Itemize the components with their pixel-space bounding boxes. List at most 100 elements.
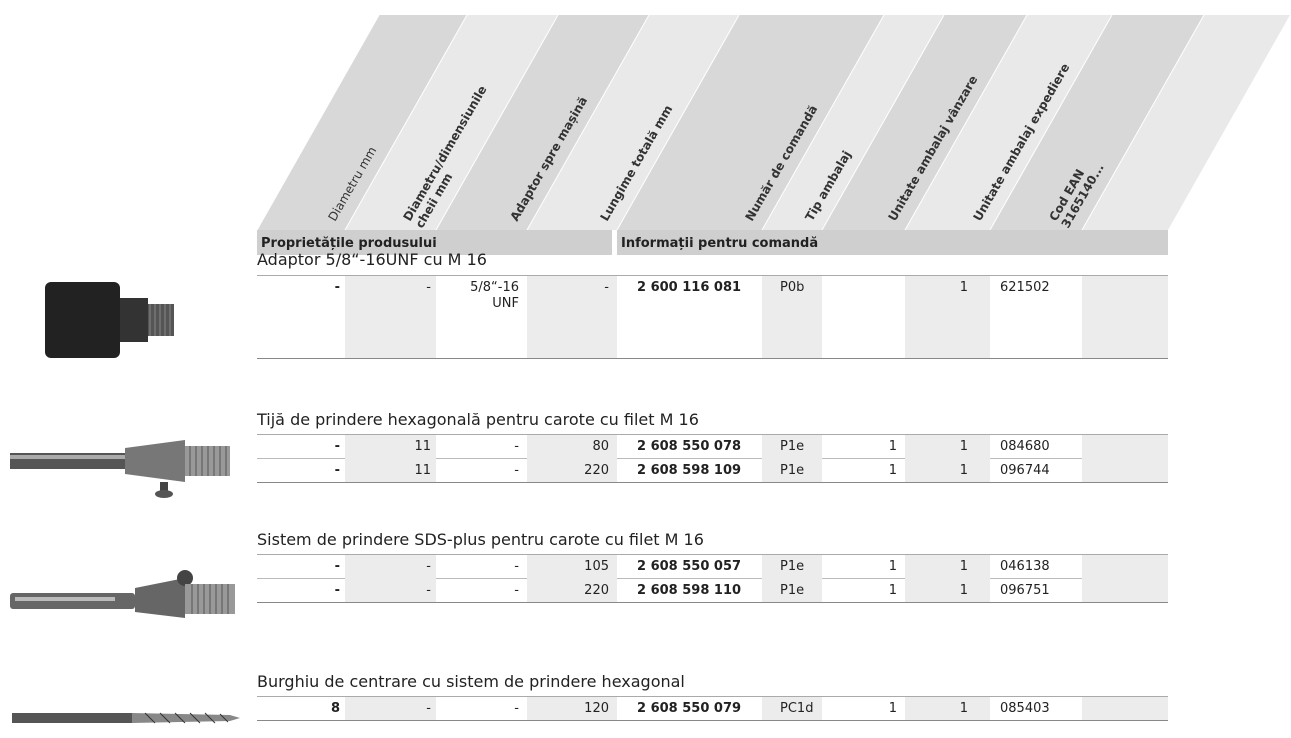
cell: 1 bbox=[959, 583, 968, 598]
header-strip bbox=[345, 15, 558, 230]
cell: 2 608 598 109 bbox=[637, 463, 742, 478]
cell: 046138 bbox=[1000, 559, 1050, 574]
cell: - bbox=[426, 559, 431, 574]
cell: - bbox=[514, 701, 519, 716]
cell: 2 608 550 078 bbox=[637, 439, 742, 454]
product-images bbox=[10, 282, 240, 724]
cell-bg bbox=[762, 275, 822, 358]
cell: - bbox=[514, 463, 519, 478]
header-divider bbox=[761, 14, 885, 231]
cell: P1e bbox=[780, 463, 805, 478]
cell: 1 bbox=[888, 583, 897, 598]
header-divider bbox=[526, 14, 650, 231]
cell-bg bbox=[345, 275, 436, 358]
cell: 1 bbox=[888, 559, 897, 574]
row-top-line bbox=[257, 554, 1168, 555]
header-divider bbox=[256, 14, 380, 231]
cell: - bbox=[426, 280, 431, 295]
cell: 2 600 116 081 bbox=[637, 280, 742, 295]
cell-bg bbox=[527, 696, 617, 720]
cell-bg bbox=[1082, 434, 1168, 458]
cell: PC1d bbox=[780, 701, 814, 716]
cell-bg bbox=[527, 554, 617, 578]
cell: 220 bbox=[584, 463, 609, 478]
cell: 220 bbox=[584, 583, 609, 598]
adaptor-image bbox=[45, 282, 174, 358]
cell bbox=[822, 275, 905, 358]
cell: 80 bbox=[592, 439, 609, 454]
group-title: Sistem de prindere SDS-plus pentru carot… bbox=[257, 530, 704, 549]
drill-image bbox=[12, 712, 240, 724]
header-divider bbox=[1081, 14, 1205, 231]
cell-bg bbox=[762, 578, 822, 602]
header-divider bbox=[904, 14, 1028, 231]
cell-bg bbox=[1082, 458, 1168, 482]
cell-bg bbox=[1082, 696, 1168, 720]
row-top-line bbox=[257, 275, 1168, 276]
cell: 2 608 550 079 bbox=[637, 701, 742, 716]
cell: - bbox=[604, 280, 609, 295]
group-bottom-line bbox=[257, 720, 1168, 721]
cell: - bbox=[334, 463, 340, 478]
cell-bg bbox=[905, 554, 990, 578]
cell: P1e bbox=[780, 439, 805, 454]
cell: 1 bbox=[888, 463, 897, 478]
section-header: Informații pentru comandă bbox=[617, 230, 1168, 255]
row-line bbox=[257, 458, 1168, 459]
group-title: Tijă de prindere hexagonală pentru carot… bbox=[257, 410, 699, 429]
cell: 105 bbox=[584, 559, 609, 574]
cell: - bbox=[514, 559, 519, 574]
cell: - bbox=[514, 439, 519, 454]
cell: P1e bbox=[780, 559, 805, 574]
row-line bbox=[257, 578, 1168, 579]
header-strip bbox=[822, 15, 1027, 230]
header-strip bbox=[1082, 15, 1290, 230]
cell: 1 bbox=[959, 559, 968, 574]
cell: 2 608 550 057 bbox=[637, 559, 742, 574]
header-divider bbox=[616, 14, 740, 231]
cell-bg bbox=[905, 578, 990, 602]
cell: 085403 bbox=[1000, 701, 1050, 716]
cell-bg bbox=[905, 275, 990, 358]
cell-bg bbox=[905, 458, 990, 482]
cell-bg bbox=[527, 275, 617, 358]
cell: 096751 bbox=[1000, 583, 1050, 598]
cell: 621502 bbox=[1000, 280, 1050, 295]
cell: 1 bbox=[959, 280, 968, 295]
group-bottom-line bbox=[257, 482, 1168, 483]
cell: 2 608 598 110 bbox=[637, 583, 742, 598]
header-strip bbox=[617, 15, 884, 230]
header-divider bbox=[435, 14, 559, 231]
cell: P0b bbox=[780, 280, 805, 295]
header-divider bbox=[344, 14, 468, 231]
header-strip bbox=[762, 15, 944, 230]
cell: 084680 bbox=[1000, 439, 1050, 454]
group-title: Adaptor 5/8“-16UNF cu M 16 bbox=[257, 250, 487, 269]
header: Diametru mm Diametru/dimensiunilecheii mm… bbox=[256, 14, 1290, 231]
cell-bg bbox=[905, 434, 990, 458]
header-strip bbox=[990, 15, 1204, 230]
cell: 1 bbox=[959, 463, 968, 478]
cell: 5/8“-16 UNF bbox=[470, 280, 519, 311]
group-bottom-line bbox=[257, 602, 1168, 603]
header-divider bbox=[989, 14, 1113, 231]
row-top-line bbox=[257, 434, 1168, 435]
header-divider bbox=[821, 14, 945, 231]
group-title: Burghiu de centrare cu sistem de prinder… bbox=[257, 672, 685, 691]
cell: 1 bbox=[959, 701, 968, 716]
cell-bg bbox=[345, 458, 436, 482]
row-top-line bbox=[257, 696, 1168, 697]
hex-shank-image bbox=[10, 440, 230, 498]
cell: - bbox=[426, 583, 431, 598]
cell: - bbox=[334, 280, 340, 295]
cell-bg bbox=[527, 578, 617, 602]
header-strip bbox=[905, 15, 1112, 230]
cell-bg bbox=[1082, 275, 1168, 358]
cell-bg bbox=[527, 458, 617, 482]
cell-bg bbox=[762, 554, 822, 578]
sds-image bbox=[10, 570, 235, 618]
cell-bg bbox=[345, 434, 436, 458]
header-strip bbox=[527, 15, 739, 230]
cell-bg bbox=[905, 696, 990, 720]
